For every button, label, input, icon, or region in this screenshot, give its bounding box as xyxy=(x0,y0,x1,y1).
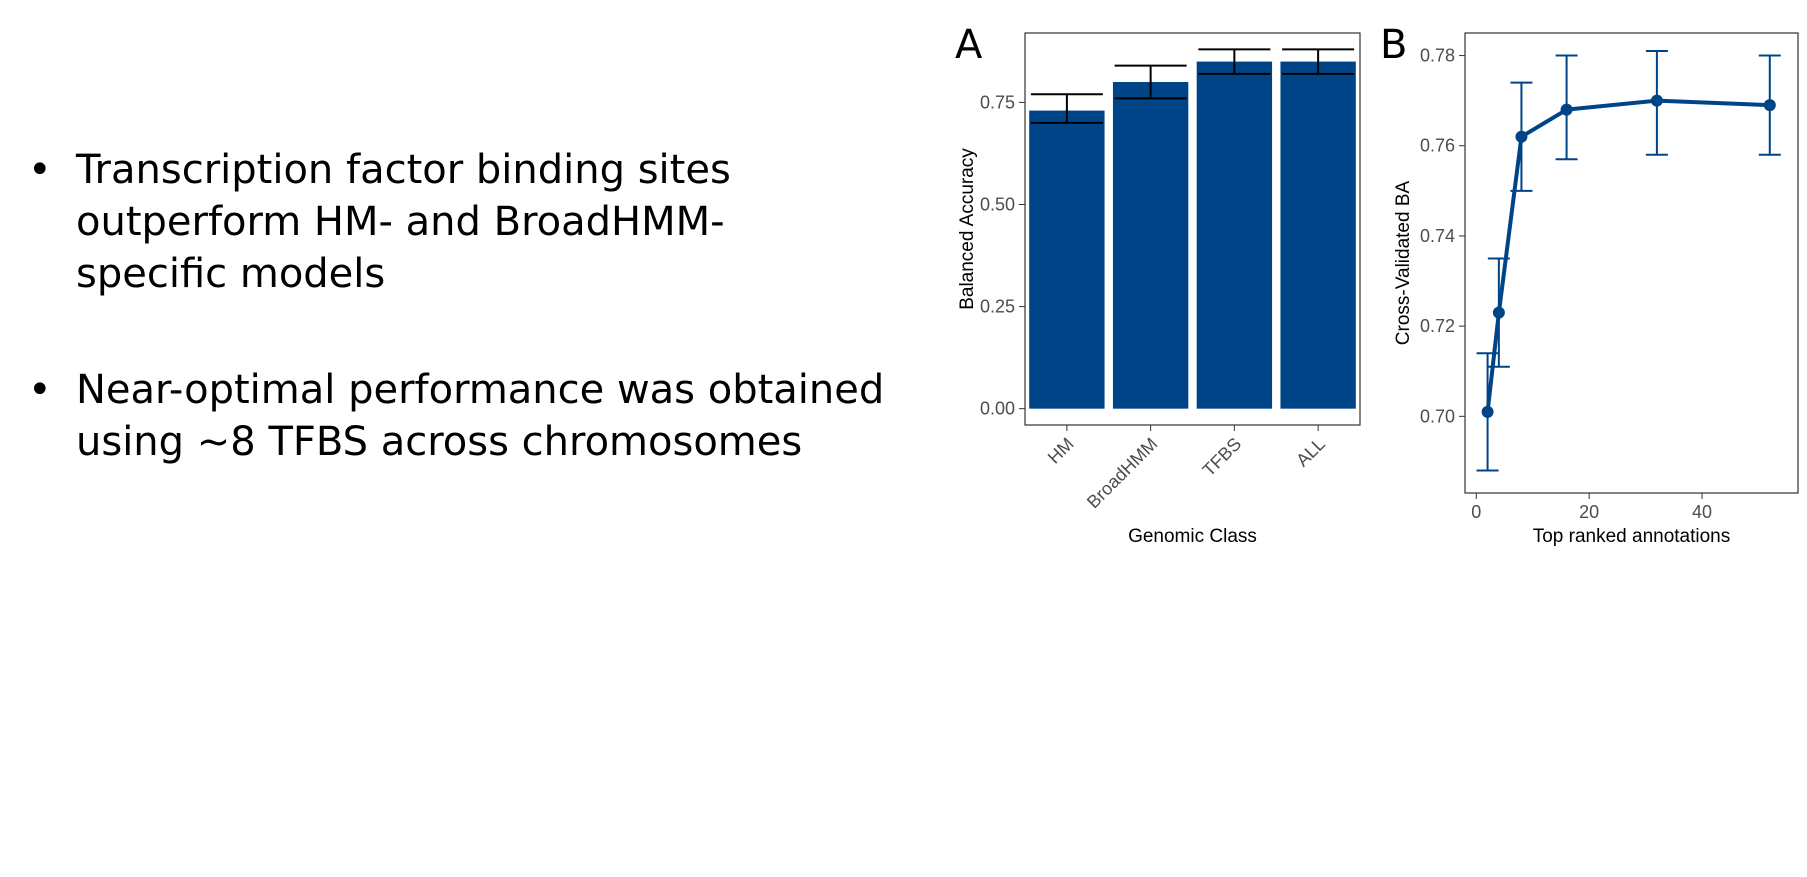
y-axis-label-b: Cross-Validated BA xyxy=(1393,180,1414,345)
y-tick-label-b: 0.70 xyxy=(1420,406,1455,426)
bar-broadhmm xyxy=(1112,82,1189,409)
plot-border-a xyxy=(1024,32,1361,426)
x-axis-label-a: Genomic Class xyxy=(1128,526,1257,547)
panel-b-label: B xyxy=(1380,22,1408,68)
data-point xyxy=(1763,99,1776,112)
series-line xyxy=(1485,98,1770,413)
y-tick-label-b: 0.72 xyxy=(1420,316,1455,336)
bar-tfbs xyxy=(1196,61,1273,409)
bullet-1-line-2: outperform HM- and BroadHMM- xyxy=(76,199,725,245)
bullet-glyph: • xyxy=(28,367,52,413)
y-axis-label-a: Balanced Accuracy xyxy=(957,148,978,310)
y-tick-label-a: 0.00 xyxy=(980,399,1015,419)
plot-border-b xyxy=(1464,32,1799,494)
x-tick-label-b: 20 xyxy=(1579,502,1599,522)
bullet-1-line-3: specific models xyxy=(76,251,386,297)
bullet-2-line-2: using ~8 TFBS across chromosomes xyxy=(76,419,803,465)
data-point xyxy=(1481,405,1494,418)
y-tick-label-a: 0.25 xyxy=(980,297,1015,317)
x-tick-label-broadhmm: BroadHMM xyxy=(1083,434,1162,513)
data-point xyxy=(1560,103,1573,116)
data-point xyxy=(1650,94,1663,107)
y-tick-label-b: 0.74 xyxy=(1420,226,1455,246)
bullet-1-line-1: Transcription factor binding sites xyxy=(76,147,731,193)
x-tick-label-hm: HM xyxy=(1044,434,1078,468)
x-tick-label-b: 0 xyxy=(1471,502,1481,522)
bullet-glyph: • xyxy=(28,147,52,193)
bar-all xyxy=(1280,61,1356,409)
x-axis-label-b: Top ranked annotations xyxy=(1533,526,1731,547)
x-tick-label-tfbs: TFBS xyxy=(1199,434,1246,481)
y-tick-label-b: 0.76 xyxy=(1420,136,1455,156)
x-tick-label-b: 40 xyxy=(1692,502,1712,522)
y-tick-label-a: 0.75 xyxy=(980,92,1015,112)
y-tick-label-b: 0.78 xyxy=(1420,46,1455,66)
data-point xyxy=(1515,130,1528,143)
data-point xyxy=(1492,306,1505,319)
x-tick-label-all: ALL xyxy=(1292,434,1329,471)
bar-hm xyxy=(1029,110,1105,409)
y-tick-label-a: 0.50 xyxy=(980,195,1015,215)
panel-a-label: A xyxy=(955,22,983,68)
bullet-2-line-1: Near-optimal performance was obtained xyxy=(76,367,885,413)
